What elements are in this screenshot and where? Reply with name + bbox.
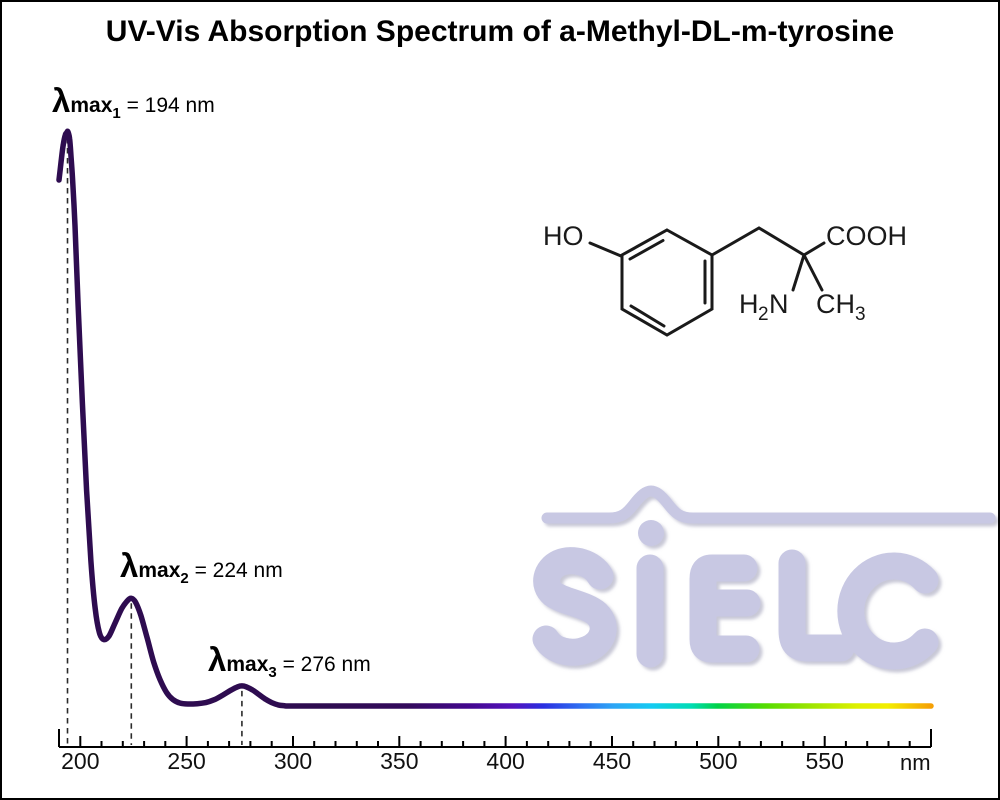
molecule-structure: HO COOH H 2 N CH 3: [543, 221, 907, 337]
x-axis-tick-label: 550: [806, 748, 844, 774]
x-axis: 200 250 300 350 400 450 500 550: [58, 729, 932, 774]
watermark-letter-l: [778, 549, 855, 662]
peak-annotation-3: λmax3 = 276 nm: [208, 641, 371, 681]
peak-annotation-2: λmax2 = 224 nm: [120, 547, 283, 587]
x-axis-line-and-ticks: [58, 729, 932, 748]
x-axis-tick-label: 350: [380, 748, 418, 774]
amine-subscript: 2: [758, 304, 769, 325]
hydroxyl-label: HO: [543, 221, 584, 251]
lambda-symbol: λ: [52, 82, 71, 119]
benzene-ring: [620, 228, 714, 337]
amine-h-label: H: [739, 289, 759, 319]
watermark-i-dot: [638, 520, 664, 546]
x-axis-tick-label: 500: [699, 748, 737, 774]
methyl-subscript: 3: [855, 304, 866, 325]
lambda-symbol: λ: [120, 547, 139, 584]
lambda-symbol: λ: [208, 641, 227, 678]
chart-title: UV-Vis Absorption Spectrum of a-Methyl-D…: [105, 15, 895, 48]
x-axis-unit: nm: [900, 750, 931, 775]
methyl-ch-label: CH: [816, 289, 855, 319]
watermark-letter-e: [689, 554, 761, 663]
x-axis-tick-label: 400: [486, 748, 524, 774]
x-axis-tick-label: 300: [274, 748, 312, 774]
x-axis-tick-label: 450: [593, 748, 631, 774]
benzene-double-bonds: [628, 239, 707, 328]
watermark-letter-c: [837, 552, 939, 670]
cooh-label: COOH: [826, 221, 907, 251]
substituent-bonds: [588, 226, 826, 292]
watermark-chromatogram-line: [541, 485, 996, 524]
x-axis-tick-label: 250: [167, 748, 205, 774]
spectrum-curve: [56, 128, 934, 709]
x-axis-tick-labels: 200 250 300 350 400 450 500 550: [61, 748, 844, 774]
peak-guide-lines: [66, 138, 243, 745]
watermark-letter-s: [532, 547, 617, 666]
amine-n-label: N: [769, 289, 789, 319]
sielc-watermark-logo: [532, 485, 996, 670]
x-axis-tick-label: 200: [61, 748, 99, 774]
peak-annotation-1: λmax1 = 194 nm: [52, 82, 215, 122]
